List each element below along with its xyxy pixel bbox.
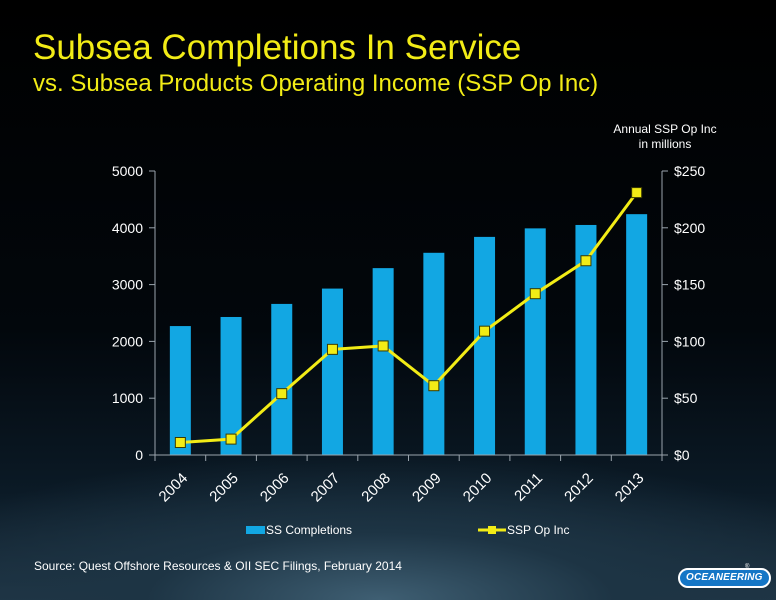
- marker-ssp-op-inc-2008: [377, 340, 389, 352]
- legend-label-ssp-op-inc: SSP Op Inc: [507, 523, 569, 537]
- bar-ss-completions-2008: [372, 268, 394, 455]
- marker-ssp-op-inc-2006: [276, 388, 288, 400]
- bar-ss-completions-2009: [423, 252, 445, 455]
- marker-ssp-op-inc-2004: [174, 437, 186, 449]
- bar-ss-completions-2004: [169, 326, 191, 455]
- oceaneering-logo: OCEANEERING: [678, 568, 771, 588]
- x-tick-label-2008: 2008: [358, 470, 394, 506]
- marker-ssp-op-inc-2010: [479, 325, 491, 337]
- x-tick-label-2009: 2009: [409, 470, 445, 506]
- chart-title: Subsea Completions In Service: [33, 28, 522, 67]
- legend-marker-ssp-op-inc: [488, 526, 496, 534]
- right-axis-unit-line1: Annual SSP Op Inc: [613, 122, 717, 136]
- right-tick-label: $250: [674, 163, 705, 179]
- marker-ssp-op-inc-2005: [225, 433, 237, 445]
- right-axis-unit-label: Annual SSP Op Inc in millions: [600, 122, 730, 152]
- bar-ss-completions-2013: [626, 214, 648, 455]
- x-tick-label-2011: 2011: [511, 470, 546, 505]
- right-tick-label: $100: [674, 333, 705, 349]
- source-note: Source: Quest Offshore Resources & OII S…: [34, 559, 402, 573]
- legend-swatch-ss-completions: [246, 526, 265, 534]
- bars-layer: [169, 214, 648, 455]
- right-tick-label: $50: [674, 390, 698, 406]
- marker-ssp-op-inc-2012: [580, 255, 592, 267]
- line-ssp-op-inc: [180, 191, 638, 445]
- marker-ssp-op-inc-2013: [631, 187, 643, 199]
- right-tick-label: $150: [674, 277, 705, 293]
- bar-ss-completions-2005: [220, 316, 242, 455]
- right-tick-label: $0: [674, 447, 690, 463]
- marker-ssp-op-inc-2007: [326, 343, 338, 355]
- bar-ss-completions-2010: [474, 236, 496, 455]
- marker-ssp-op-inc-2011: [529, 288, 541, 300]
- bar-ss-completions-2007: [321, 288, 343, 455]
- left-tick-label: 4000: [112, 220, 143, 236]
- x-tick-label-2013: 2013: [612, 470, 648, 506]
- x-tick-label-2005: 2005: [206, 470, 242, 506]
- chart-subtitle: vs. Subsea Products Operating Income (SS…: [33, 70, 599, 97]
- legend: SS Completions SSP Op Inc: [246, 523, 569, 537]
- bar-ss-completions-2011: [524, 228, 546, 455]
- left-tick-label: 1000: [112, 390, 143, 406]
- axes-layer: 0 1000 2000 3000 4000 5000 $0 $50 $100 $150 $200 $2…: [112, 163, 706, 505]
- left-tick-label: 2000: [112, 333, 143, 349]
- x-tick-label-2012: 2012: [561, 470, 597, 506]
- registered-mark: ®: [745, 564, 750, 570]
- bar-ss-completions-2006: [271, 303, 293, 455]
- line-layer: [174, 187, 643, 449]
- bar-ss-completions-2012: [575, 224, 597, 455]
- legend-label-ss-completions: SS Completions: [266, 523, 352, 537]
- x-tick-label-2006: 2006: [257, 470, 293, 506]
- left-tick-label: 0: [135, 447, 143, 463]
- marker-ssp-op-inc-2009: [428, 380, 440, 392]
- right-axis-unit-line2: in millions: [638, 137, 692, 151]
- left-tick-label: 3000: [112, 277, 143, 293]
- left-tick-label: 5000: [112, 163, 143, 179]
- right-tick-label: $200: [674, 220, 705, 236]
- x-tick-label-2004: 2004: [156, 470, 192, 506]
- x-tick-label-2010: 2010: [460, 470, 496, 506]
- x-tick-label-2007: 2007: [308, 470, 344, 506]
